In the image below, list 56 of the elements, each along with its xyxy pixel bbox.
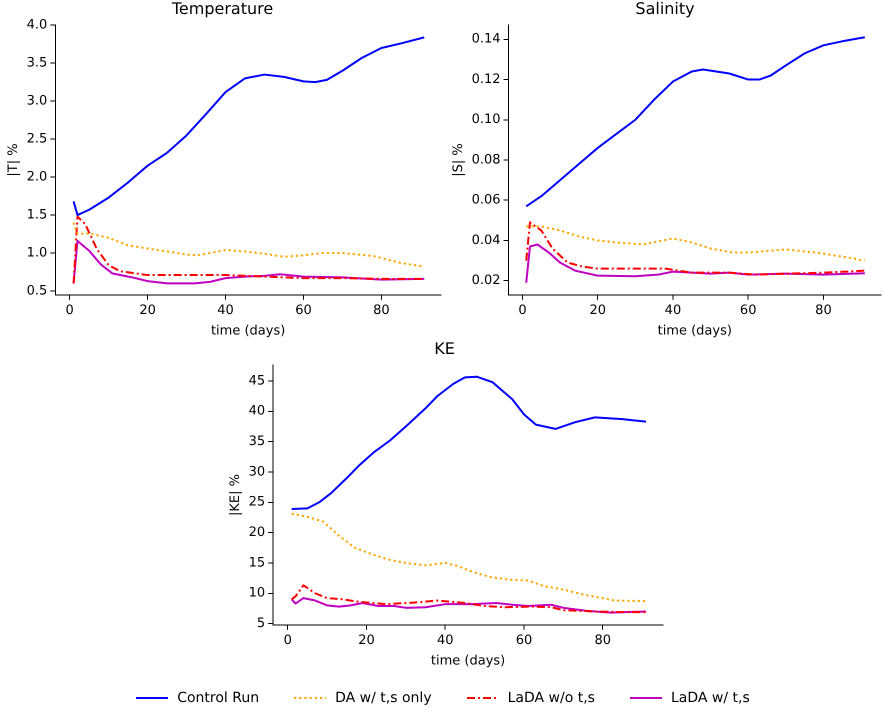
x-tick-label: 60 [740, 302, 756, 318]
y-tick-label: 25 [248, 494, 266, 510]
x-tick-label: 0 [518, 302, 527, 318]
y-tick-label: 0.12 [472, 72, 501, 87]
x-tick-label: 40 [436, 632, 454, 648]
x-tick-label: 20 [139, 302, 156, 318]
y-tick-label: 4.0 [26, 18, 48, 33]
y-tick-label: 15 [248, 555, 266, 570]
x-tick-label: 60 [516, 632, 532, 648]
x-tick-label: 0 [284, 632, 292, 648]
chart-title: Temperature [170, 0, 274, 18]
x-tick-label: 20 [358, 632, 375, 648]
y-axis-title: |T| % [6, 143, 22, 177]
y-tick-label: 0.10 [472, 112, 501, 128]
y-axis-title: |S| % [451, 143, 466, 177]
y-tick-label: 20 [248, 524, 266, 540]
y-tick-label: 3.0 [26, 94, 48, 109]
y-tick-label: 10 [248, 586, 266, 601]
y-tick-label: 0.06 [472, 192, 501, 208]
legend-label: DA w/ t,s only [335, 690, 432, 706]
x-axis-title: time (days) [658, 324, 732, 339]
y-tick-label: 0.08 [472, 152, 501, 168]
y-tick-label: 1.5 [26, 207, 48, 222]
y-tick-label: 35 [248, 434, 266, 449]
chart-title: KE [434, 338, 455, 358]
line-series [525, 225, 866, 262]
x-axis-title: time (days) [430, 654, 506, 669]
y-tick-label: 40 [248, 404, 266, 419]
line-series [525, 221, 866, 276]
legend-label: LaDA w/o t,s [508, 690, 595, 706]
x-tick-label: 80 [594, 632, 612, 648]
y-tick-label: 0.04 [472, 232, 501, 248]
legend-label: Control Run [177, 690, 260, 706]
x-tick-label: 40 [217, 302, 234, 318]
x-tick-label: 80 [373, 302, 390, 318]
y-tick-label: 0.02 [472, 273, 501, 288]
line-series [290, 584, 648, 614]
y-tick-label: 45 [248, 373, 266, 388]
x-tick-label: 0 [66, 302, 74, 318]
y-tick-label: 2.5 [26, 131, 48, 146]
x-tick-label: 80 [815, 302, 832, 318]
y-tick-label: 0.5 [26, 283, 48, 298]
x-tick-label: 60 [295, 302, 312, 318]
y-tick-label: 5 [256, 616, 266, 631]
y-tick-label: 3.5 [26, 56, 48, 71]
chart-title: Salinity [635, 0, 695, 18]
x-tick-label: 40 [664, 302, 682, 318]
x-axis-title: time (days) [210, 324, 286, 339]
line-series [290, 512, 648, 602]
y-tick-label: 2.0 [26, 169, 48, 184]
y-axis-title: |KE| % [228, 474, 244, 516]
x-tick-label: 20 [589, 302, 606, 318]
legend-label: LaDA w/ t,s [670, 690, 750, 706]
y-tick-label: 1.0 [26, 245, 48, 260]
y-tick-label: 0.14 [472, 32, 501, 47]
y-tick-label: 30 [248, 464, 266, 480]
